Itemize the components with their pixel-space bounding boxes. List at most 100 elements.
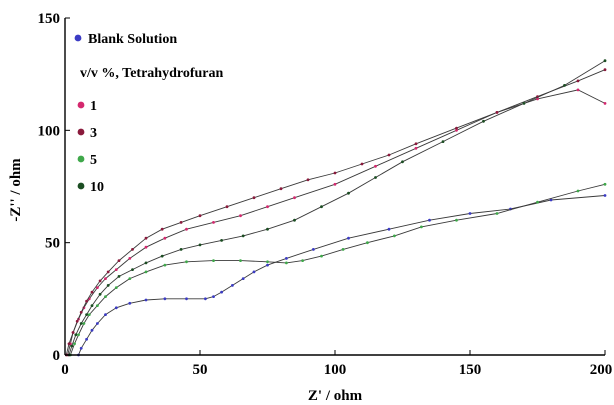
data-point-3: [414, 142, 418, 146]
data-point-5: [455, 218, 458, 222]
data-point-10: [70, 344, 74, 348]
x-tick-label: 0: [61, 362, 69, 378]
data-point-3: [225, 205, 229, 209]
data-point-5: [104, 295, 107, 298]
data-point-5: [128, 277, 132, 280]
data-point-3: [360, 162, 364, 166]
data-point-3: [67, 342, 71, 346]
legend-label-3: 3: [90, 126, 97, 141]
series-1: [66, 88, 607, 357]
legend-marker-1: [77, 101, 85, 109]
data-point-5: [239, 259, 242, 262]
data-point-blank-solution: [468, 212, 472, 215]
data-point-1: [114, 268, 118, 271]
data-point-5: [144, 270, 148, 274]
legend-marker-5: [77, 155, 85, 163]
data-point-10: [347, 191, 350, 195]
data-point-3: [131, 248, 134, 251]
data-point-5: [285, 261, 288, 265]
y-tick-label: 50: [45, 236, 60, 252]
data-point-blank-solution: [85, 337, 88, 341]
data-point-5: [87, 313, 91, 316]
series-line-1: [67, 89, 606, 356]
series-5: [69, 182, 607, 357]
data-point-10: [106, 284, 110, 287]
data-point-5: [576, 189, 580, 193]
data-point-10: [603, 59, 607, 63]
data-point-blank-solution: [266, 263, 269, 267]
legend-label-10: 10: [90, 180, 104, 195]
data-point-1: [293, 196, 296, 200]
data-point-blank-solution: [285, 257, 288, 260]
data-point-10: [241, 234, 245, 238]
data-point-3: [75, 319, 79, 323]
data-point-3: [160, 227, 164, 231]
ticks: 0 50 100 150 200 0 50 100 150: [38, 11, 613, 378]
data-point-3: [198, 214, 202, 218]
data-point-5: [301, 259, 304, 262]
data-point-3: [85, 299, 88, 303]
data-point-10: [293, 218, 296, 222]
legend-marker-3: [77, 128, 85, 136]
data-point-blank-solution: [96, 322, 99, 325]
data-point-10: [98, 292, 102, 296]
data-point-blank-solution: [104, 313, 107, 316]
data-point-blank-solution: [549, 198, 553, 202]
data-point-3: [117, 259, 121, 262]
data-point-5: [73, 342, 76, 346]
data-point-blank-solution: [163, 297, 167, 301]
x-tick-label: 200: [590, 362, 613, 378]
data-point-10: [441, 140, 445, 144]
data-point-5: [320, 254, 323, 258]
data-point-5: [341, 248, 345, 251]
series-line-3: [65, 69, 606, 356]
x-axis-title: Z' / ohm: [308, 388, 363, 404]
x-tick-label: 100: [324, 362, 347, 378]
series-line-5: [69, 183, 606, 356]
data-point-blank-solution: [114, 306, 118, 310]
data-point-1: [239, 214, 242, 218]
data-point-3: [306, 178, 310, 182]
data-point-5: [163, 263, 167, 267]
y-tick-label: 100: [38, 123, 61, 139]
data-point-3: [106, 270, 110, 274]
data-point-1: [104, 277, 107, 280]
legend-subtitle: v/v %, Tetrahydrofuran: [80, 66, 223, 81]
data-point-1: [96, 286, 99, 289]
data-point-10: [117, 275, 121, 278]
data-point-10: [220, 239, 224, 242]
data-point-1: [144, 245, 148, 249]
data-point-blank-solution: [603, 194, 607, 197]
data-point-10: [90, 304, 94, 307]
data-point-3: [98, 279, 102, 283]
data-point-5: [393, 234, 396, 238]
data-point-1: [212, 221, 215, 224]
data-point-blank-solution: [185, 297, 188, 301]
data-point-5: [185, 260, 188, 264]
data-point-3: [252, 196, 256, 200]
series-3: [64, 68, 607, 357]
data-point-5: [114, 286, 118, 289]
data-point-1: [163, 236, 167, 240]
data-point-10: [320, 205, 323, 209]
data-point-1: [333, 182, 337, 186]
data-point-5: [495, 212, 499, 215]
data-point-5: [82, 322, 86, 325]
data-point-3: [71, 331, 75, 334]
data-point-10: [482, 119, 485, 123]
data-point-blank-solution: [428, 218, 431, 222]
data-point-10: [522, 102, 526, 105]
series-line-10: [68, 60, 606, 356]
data-point-3: [279, 187, 283, 191]
data-point-3: [387, 153, 391, 157]
data-point-10: [563, 84, 566, 87]
data-point-blank-solution: [90, 328, 94, 332]
data-point-10: [85, 313, 88, 316]
data-point-3: [603, 68, 607, 72]
data-point-1: [455, 128, 458, 132]
data-point-5: [603, 182, 607, 186]
series-layer: [64, 59, 607, 357]
data-point-blank-solution: [387, 227, 391, 231]
